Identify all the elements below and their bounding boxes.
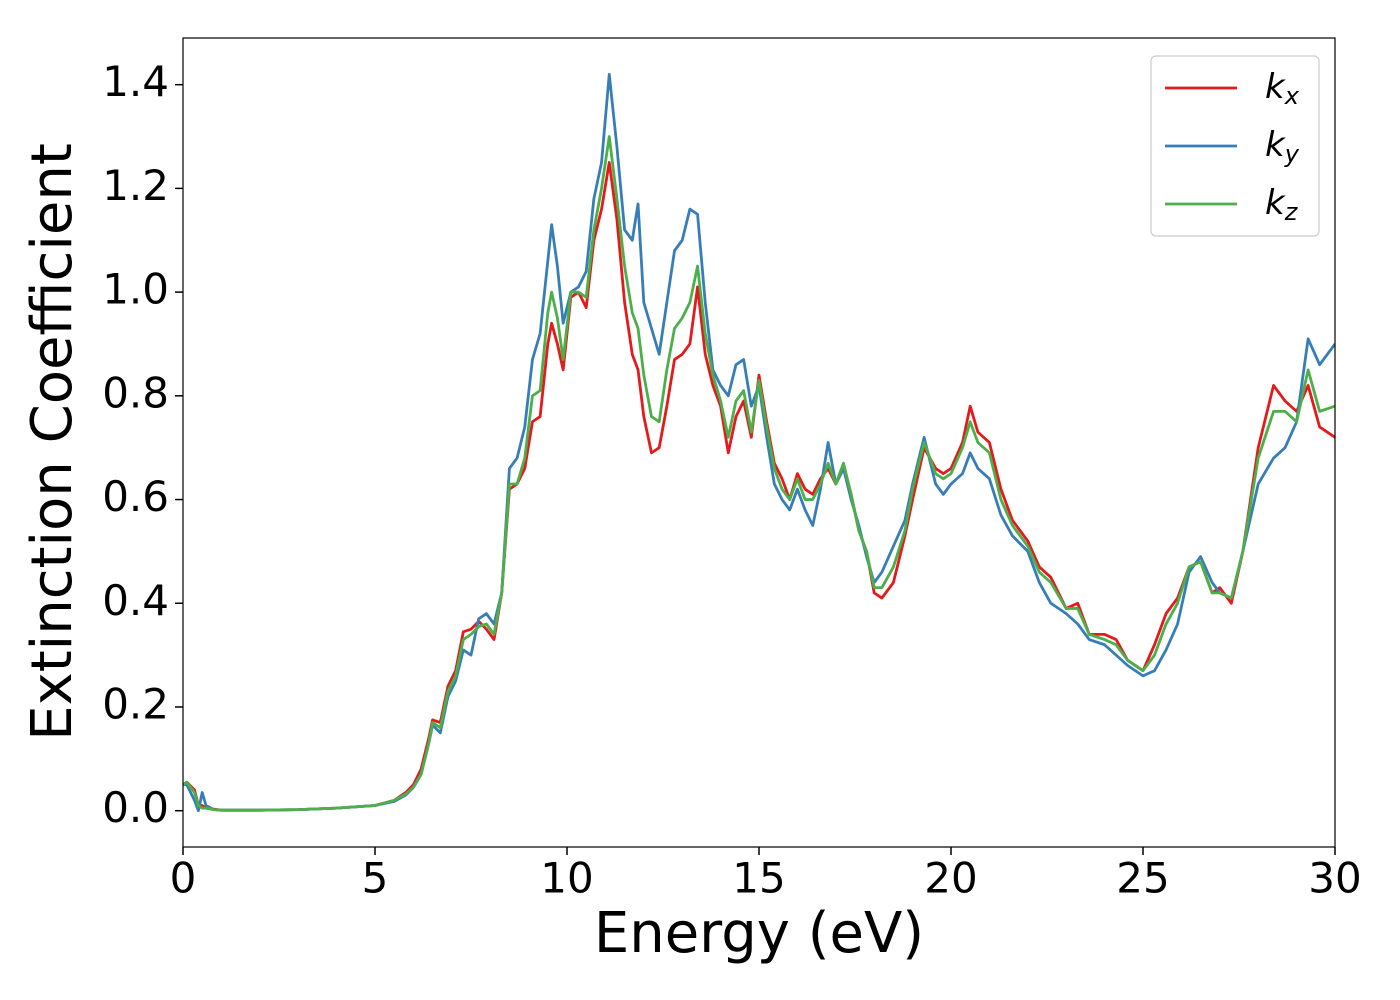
y-tick-label: 0.2	[102, 679, 169, 728]
series-line	[183, 72, 1335, 813]
y-tick-label: 0.6	[102, 472, 169, 521]
x-tick-label: 20	[924, 854, 977, 903]
y-tick-label: 0.8	[102, 368, 169, 417]
x-tick-label: 30	[1308, 854, 1361, 903]
x-tick-label: 5	[362, 854, 389, 903]
y-tick-label: 1.0	[102, 265, 169, 314]
x-tick-label: 0	[170, 854, 197, 903]
plot-frame	[182, 37, 1336, 848]
series-line	[183, 135, 1335, 812]
x-axis-label: Energy (eV)	[594, 901, 924, 966]
legend-label: kx	[1265, 67, 1300, 111]
x-tick-label: 10	[540, 854, 593, 903]
y-axis-label: Extinction Coefficient	[20, 143, 85, 741]
x-tick-label: 15	[732, 854, 785, 903]
y-tick-label: 0.4	[102, 576, 169, 625]
y-tick-label: 1.2	[102, 161, 169, 210]
legend-label: ky	[1265, 125, 1300, 169]
y-tick-label: 1.4	[102, 57, 169, 106]
y-tick-label: 0.0	[102, 783, 169, 832]
series-line	[183, 161, 1335, 812]
legend-label: kz	[1265, 183, 1299, 227]
x-tick-label: 25	[1116, 854, 1169, 903]
